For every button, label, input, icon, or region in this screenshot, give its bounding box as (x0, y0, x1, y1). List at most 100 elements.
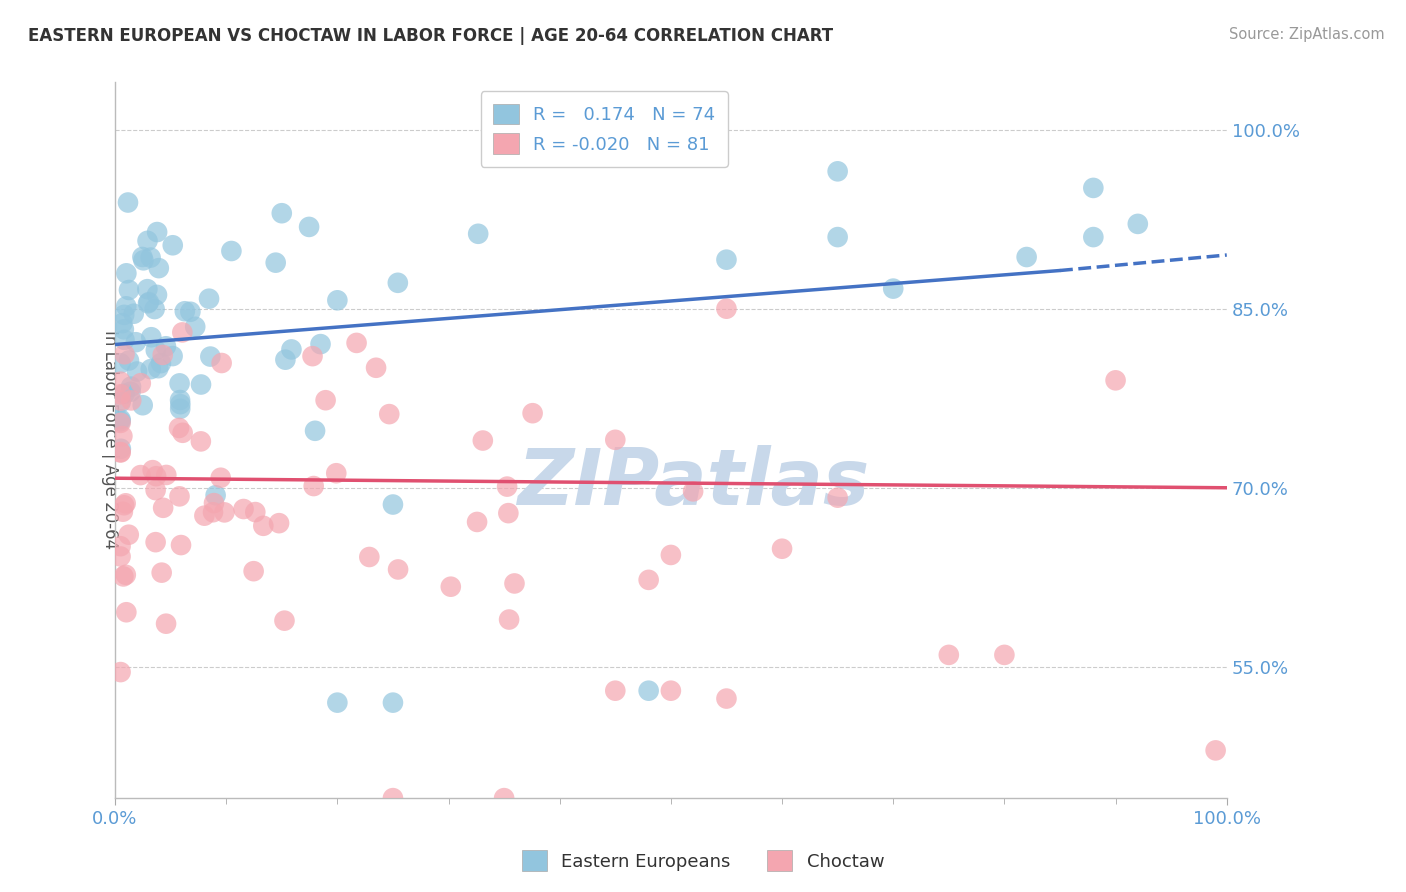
Point (129, 468, 152, 483)
Point (145, 343, 167, 358)
Point (114, 496, 136, 510)
Point (155, 616, 177, 631)
Point (172, 326, 194, 340)
Point (152, 500, 174, 515)
Point (115, 299, 138, 313)
Point (114, 347, 136, 361)
Point (1126, 217, 1149, 231)
Point (132, 253, 155, 268)
Point (381, 696, 404, 710)
Point (148, 261, 170, 276)
Point (827, 491, 849, 505)
Point (387, 562, 409, 576)
Point (162, 349, 184, 363)
Point (211, 356, 233, 370)
Point (110, 387, 132, 401)
Point (172, 425, 194, 440)
Point (221, 244, 243, 258)
Point (167, 421, 190, 435)
Point (110, 665, 132, 679)
Point (346, 335, 368, 350)
Point (148, 361, 170, 376)
Point (110, 412, 132, 426)
Point (716, 691, 738, 706)
Point (359, 549, 381, 564)
Point (381, 498, 404, 512)
Point (110, 393, 132, 408)
Point (1205, 743, 1227, 757)
Point (173, 304, 195, 318)
Point (112, 308, 135, 322)
Point (232, 502, 254, 516)
Point (162, 238, 184, 252)
Point (146, 225, 169, 239)
Point (115, 266, 138, 280)
Point (770, 541, 793, 556)
Point (110, 356, 132, 370)
Point (494, 791, 516, 805)
Point (118, 283, 141, 297)
Point (179, 305, 201, 319)
Point (716, 301, 738, 316)
Point (467, 227, 489, 241)
Point (364, 360, 387, 375)
Point (169, 401, 191, 416)
Point (605, 683, 627, 698)
Point (129, 376, 152, 391)
Point (198, 292, 221, 306)
Point (190, 434, 212, 449)
Point (200, 350, 222, 364)
Point (120, 393, 142, 408)
Point (298, 219, 321, 234)
Point (155, 339, 177, 353)
Point (146, 288, 169, 302)
Point (114, 567, 136, 582)
Point (315, 393, 337, 408)
Point (117, 195, 139, 210)
Point (325, 467, 347, 481)
Point (1015, 250, 1038, 264)
Point (1083, 230, 1105, 244)
Point (136, 296, 159, 310)
Point (136, 234, 159, 248)
Point (273, 614, 295, 628)
Point (190, 377, 212, 392)
Point (302, 479, 325, 493)
Point (111, 429, 134, 443)
Point (120, 384, 142, 399)
Point (110, 549, 132, 564)
Point (149, 356, 172, 370)
Point (498, 613, 520, 627)
Point (270, 206, 292, 220)
Point (242, 564, 264, 578)
Point (659, 548, 682, 562)
Point (309, 337, 332, 351)
Point (110, 539, 132, 553)
Point (267, 516, 290, 530)
Point (110, 414, 132, 428)
Point (110, 445, 132, 459)
Point (637, 573, 659, 587)
Point (1083, 181, 1105, 195)
Point (204, 488, 226, 502)
Point (125, 335, 148, 350)
Point (125, 365, 148, 379)
Point (131, 250, 153, 264)
Point (637, 683, 659, 698)
Point (201, 505, 224, 519)
Point (141, 330, 163, 344)
Point (378, 407, 401, 421)
Point (170, 538, 193, 552)
Point (498, 506, 520, 520)
Point (326, 293, 349, 308)
Point (110, 445, 132, 459)
Point (381, 791, 404, 805)
Point (139, 251, 162, 265)
Point (169, 376, 191, 391)
Point (110, 416, 132, 430)
Point (142, 463, 165, 477)
Point (110, 375, 132, 389)
Point (264, 255, 287, 269)
Point (138, 295, 160, 310)
Point (827, 164, 849, 178)
